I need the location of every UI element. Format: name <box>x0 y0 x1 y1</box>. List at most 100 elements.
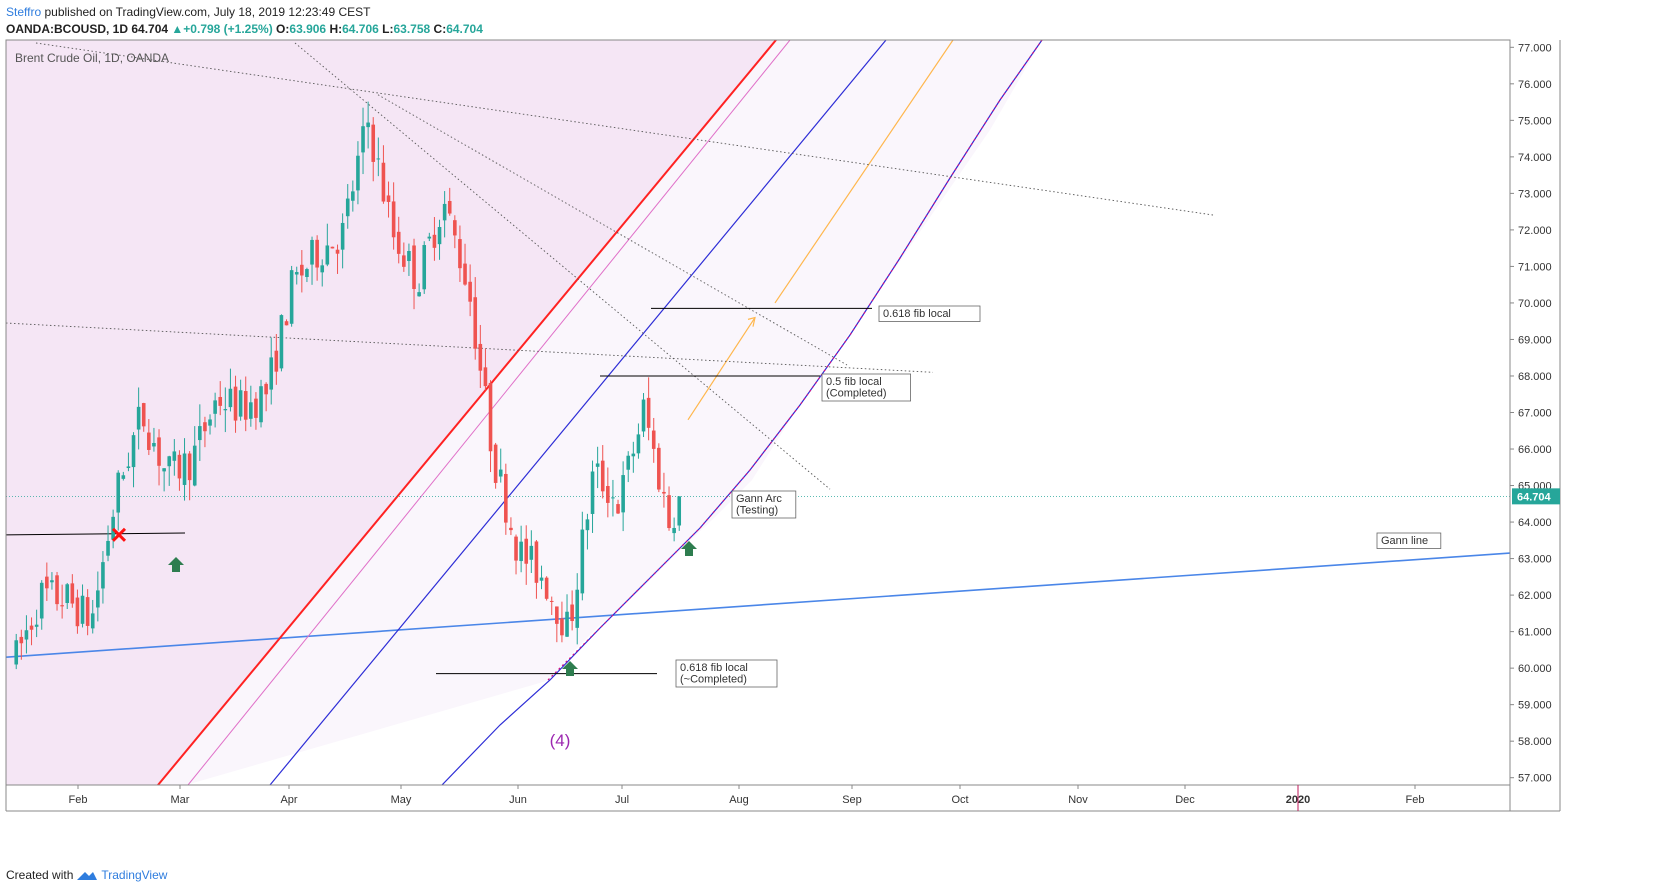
publish-header: Steffro published on TradingView.com, Ju… <box>6 5 370 19</box>
candle-up <box>228 388 233 408</box>
candle-up <box>162 468 166 472</box>
tradingview-link[interactable]: TradingView <box>101 868 168 882</box>
y-tick-label: 72.000 <box>1518 225 1552 237</box>
annotation-fib618-upper-text: 0.618 fib local <box>883 308 951 320</box>
candle-up <box>575 589 580 628</box>
candle-up <box>417 292 421 297</box>
tradingview-logo-icon <box>77 872 98 880</box>
candle-up <box>345 198 350 217</box>
candle-down <box>509 527 513 531</box>
annotation-gann-arc-text: Gann Arc <box>736 493 782 505</box>
candle-up <box>152 442 156 447</box>
candle-up <box>351 191 355 201</box>
candle-down <box>55 575 59 605</box>
candle-up <box>34 624 39 627</box>
gann-arc-dotted <box>547 40 1043 681</box>
green-up-arrow-icon <box>562 661 578 676</box>
pink-zone <box>6 40 776 785</box>
y-tick-label: 75.000 <box>1518 115 1552 127</box>
last-price-tag <box>1512 488 1560 505</box>
candle-down <box>473 297 478 349</box>
footer: Created with TradingView <box>6 868 167 882</box>
candle-down <box>187 453 192 481</box>
candle-up <box>595 463 600 467</box>
candle-down <box>560 618 564 636</box>
candle-down <box>463 263 467 285</box>
x-tick-label: Aug <box>729 794 749 806</box>
candle-up <box>539 577 544 581</box>
candle-down <box>330 246 335 249</box>
x-tick-label: Oct <box>951 794 968 806</box>
annotation-fib05-box <box>821 373 911 402</box>
candle-down <box>335 249 340 254</box>
y-tick-label: 58.000 <box>1518 736 1552 748</box>
candle-down <box>19 636 24 644</box>
candle-down <box>493 444 498 483</box>
candle-up <box>289 270 294 324</box>
candle-down <box>488 382 493 452</box>
candle-down <box>386 195 391 202</box>
candle-up <box>167 456 172 467</box>
last-price: 64.704 <box>131 22 169 36</box>
candle-down <box>616 504 620 514</box>
candle-down <box>478 343 483 371</box>
y-tick-label: 60.000 <box>1518 663 1552 675</box>
annotation-fib618-lower-text: (~Completed) <box>680 674 747 686</box>
annotation-gann-line-text: Gann line <box>1381 535 1428 547</box>
candle-down <box>315 239 319 268</box>
annotation-gann-arc: Gann Arc(Testing) <box>731 490 797 519</box>
candle-down <box>483 367 488 387</box>
candle-down <box>657 447 661 490</box>
green-up-arrow-icon <box>681 541 697 556</box>
dotted-trend-line-2 <box>6 322 934 373</box>
candle-down <box>254 398 258 418</box>
candle-up <box>427 236 432 239</box>
candle-up <box>65 584 70 604</box>
candle-down <box>70 583 75 604</box>
candle-up <box>136 406 141 430</box>
candle-down <box>447 200 452 214</box>
candle-up <box>50 580 54 583</box>
candle-up <box>96 590 100 608</box>
candle-up <box>356 155 360 191</box>
candle-down <box>606 486 610 503</box>
candle-down <box>549 600 554 602</box>
y-tick-label: 73.000 <box>1518 188 1552 200</box>
orange-projection-line <box>774 40 954 304</box>
candle-up <box>279 315 284 369</box>
annotation-fib05: 0.5 fib local(Completed) <box>821 373 911 402</box>
candle-down <box>147 432 151 450</box>
high-label: H: <box>329 22 343 36</box>
candle-up <box>677 496 682 526</box>
candle-up <box>182 453 187 485</box>
y-tick-label: 61.000 <box>1518 627 1552 639</box>
last-price-tag-label: 64.704 <box>1517 491 1552 503</box>
candle-up <box>116 472 121 513</box>
candle-up <box>192 445 197 486</box>
low-value: 63.758 <box>393 22 431 36</box>
y-tick-label: 71.000 <box>1518 261 1552 273</box>
created-with-text: Created with <box>6 868 74 882</box>
author-link[interactable]: Steffro <box>6 5 42 19</box>
candle-up <box>565 611 569 637</box>
chart-title: Brent Crude Oil, 1D, OANDA <box>15 51 169 65</box>
candle-up <box>361 126 365 153</box>
candle-up <box>90 613 95 629</box>
orange-arrowhead <box>747 316 756 327</box>
orange-arrow-line <box>687 317 756 421</box>
x-tick-label: May <box>391 794 412 806</box>
x-tick-label: Feb <box>69 794 88 806</box>
candle-up <box>131 435 136 468</box>
candle-up <box>310 239 314 265</box>
candle-up <box>325 245 330 265</box>
candle-up <box>249 402 253 419</box>
candle-up <box>340 222 345 250</box>
y-tick-label: 69.000 <box>1518 334 1552 346</box>
annotation-fib618-upper: 0.618 fib local <box>878 305 981 322</box>
candle-down <box>45 576 49 589</box>
candle-up <box>672 527 676 534</box>
candle-up <box>366 122 370 128</box>
candle-up <box>305 269 309 277</box>
candle-down <box>274 350 279 372</box>
